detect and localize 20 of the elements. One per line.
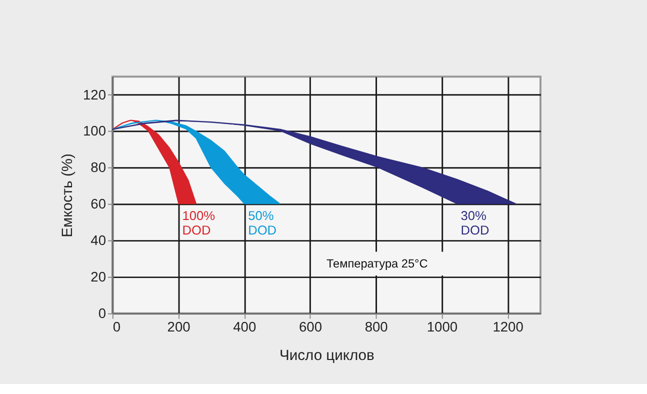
annotation: Температура 25°C	[326, 256, 428, 271]
series-label: 100% DOD	[182, 208, 216, 238]
x-tick-label: 200	[167, 320, 191, 335]
y-tick-label: 120	[82, 87, 106, 102]
y-tick-label: 40	[90, 232, 106, 248]
x-tick-label: 600	[298, 320, 322, 335]
x-tick-label: 0	[112, 320, 121, 335]
series-label: 50% DOD	[248, 208, 277, 238]
y-tick-label: 60	[90, 196, 106, 212]
x-tick-label: 400	[233, 320, 256, 335]
x-tick-label: 1000	[426, 320, 458, 335]
y-tick-label: 80	[90, 160, 106, 176]
x-axis-title: Число циклов	[280, 348, 375, 364]
x-tick-label: 1200	[492, 320, 524, 335]
y-tick-label: 100	[82, 124, 106, 139]
series-label: 30% DOD	[460, 208, 490, 238]
y-tick-label: 0	[98, 306, 106, 321]
y-axis-title: Емкость (%)	[60, 154, 76, 238]
y-tick-label: 20	[90, 269, 106, 284]
x-tick-label: 800	[364, 320, 388, 335]
